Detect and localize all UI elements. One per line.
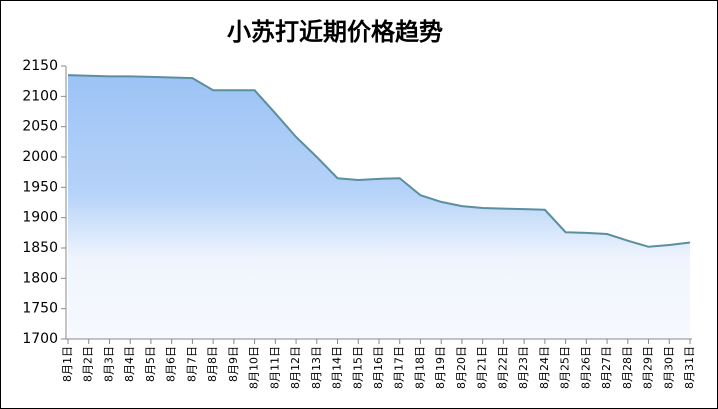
x-tick-label: 8月20日: [455, 346, 468, 389]
x-tick-label: 8月14日: [331, 346, 344, 389]
x-tick-label: 8月19日: [434, 346, 447, 389]
x-tick-label: 8月23日: [517, 346, 530, 389]
x-tick-label: 8月11日: [268, 346, 281, 389]
y-tick-label: 1950: [22, 179, 58, 195]
x-tick-label: 8月22日: [496, 346, 509, 389]
y-tick-label: 2150: [22, 58, 58, 74]
area: [68, 75, 690, 339]
x-tick-label: 8月16日: [372, 346, 385, 389]
x-tick-label: 8月26日: [579, 346, 592, 389]
x-tick-label: 8月4日: [123, 346, 136, 382]
y-tick-label: 1750: [22, 301, 58, 317]
x-tick-label: 8月8日: [206, 346, 219, 382]
x-tick-label: 8月29日: [642, 346, 655, 389]
x-tick-label: 8月1日: [61, 346, 74, 382]
y-tick-label: 1850: [22, 240, 58, 256]
line: [67, 74, 691, 248]
y-tick-label: 1800: [22, 270, 58, 286]
x-tick-label: 8月9日: [227, 346, 240, 382]
x-tick-label: 8月17日: [393, 346, 406, 389]
x-tick-label: 8月18日: [413, 346, 426, 389]
x-tick-label: 8月24日: [538, 346, 551, 389]
y-tick-label: 1900: [22, 210, 58, 226]
x-tick-label: 8月10日: [248, 346, 261, 389]
x-tick-label: 8月3日: [102, 346, 115, 382]
x-tick-label: 8月5日: [144, 346, 157, 382]
y-tick-label: 2050: [22, 119, 58, 135]
x-tick-label: 8月12日: [289, 346, 302, 389]
x-tick-label: 8月7日: [185, 346, 198, 382]
y-tick-label: 2100: [22, 88, 58, 104]
x-tick-label: 8月6日: [165, 346, 178, 382]
x-tick-label: 8月27日: [600, 346, 613, 389]
x-tick-label: 8月21日: [476, 346, 489, 389]
y-tick-label: 1700: [22, 331, 58, 347]
y-tick-label: 2000: [22, 149, 58, 165]
x-tick-label: 8月15日: [351, 346, 364, 389]
x-tick-label: 8月30日: [662, 346, 675, 389]
x-tick-label: 8月28日: [621, 346, 634, 389]
chart-title: 小苏打近期价格趋势: [227, 18, 443, 46]
x-tick-label: 8月2日: [82, 346, 95, 382]
x-tick-label: 8月13日: [310, 346, 323, 389]
x-tick-label: 8月25日: [559, 346, 572, 389]
x-tick-label: 8月31日: [683, 346, 696, 389]
